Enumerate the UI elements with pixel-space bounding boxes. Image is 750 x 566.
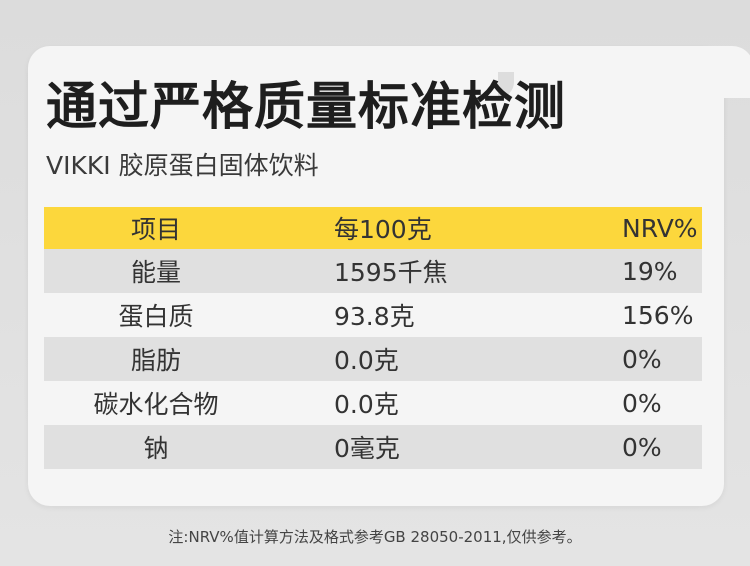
page-title: 通过严格质量标准检测: [46, 78, 567, 137]
cell-per-100g: 1595千焦: [268, 249, 556, 293]
table-row: 蛋白质 93.8克 156%: [44, 293, 702, 337]
cell-nrv: 19%: [556, 249, 702, 293]
cell-item: 钠: [44, 425, 268, 469]
cell-nrv: 156%: [556, 293, 702, 337]
cell-item: 能量: [44, 249, 268, 293]
cell-per-100g: 0毫克: [268, 425, 556, 469]
cell-nrv: 0%: [556, 425, 702, 469]
nutrition-table: 项目 每100克 NRV% 能量 1595千焦 19% 蛋白质 93.8克 15…: [44, 207, 702, 469]
product-subtitle: VIKKI 胶原蛋白固体饮料: [46, 151, 319, 180]
header-item: 项目: [44, 207, 268, 249]
footnote: 注:NRV%值计算方法及格式参考GB 28050-2011,仅供参考。: [168, 528, 582, 546]
cell-item: 蛋白质: [44, 293, 268, 337]
table-row: 钠 0毫克 0%: [44, 425, 702, 469]
header-per-100g: 每100克: [268, 207, 556, 249]
cell-per-100g: 0.0克: [268, 381, 556, 425]
cell-per-100g: 0.0克: [268, 337, 556, 381]
cell-per-100g: 93.8克: [268, 293, 556, 337]
table-row: 碳水化合物 0.0克 0%: [44, 381, 702, 425]
card-tab: [514, 46, 750, 98]
table-row: 脂肪 0.0克 0%: [44, 337, 702, 381]
table-header-row: 项目 每100克 NRV%: [44, 207, 702, 249]
cell-item: 脂肪: [44, 337, 268, 381]
cell-nrv: 0%: [556, 337, 702, 381]
cell-nrv: 0%: [556, 381, 702, 425]
header-nrv: NRV%: [556, 207, 702, 249]
cell-item: 碳水化合物: [44, 381, 268, 425]
table-row: 能量 1595千焦 19%: [44, 249, 702, 293]
